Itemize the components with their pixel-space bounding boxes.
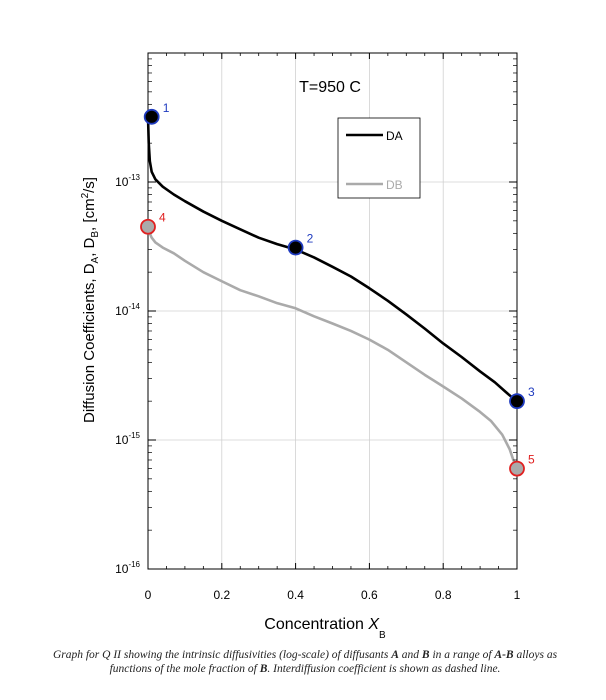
y-tick-label-exponent: -14 (128, 302, 140, 311)
grid-lines (148, 53, 517, 569)
point-marker-5 (509, 460, 525, 477)
y-tick-label-base: 10 (115, 562, 129, 576)
data-point-markers: 1 2 3 4 5 (140, 101, 535, 477)
point-label-2: 2 (307, 232, 314, 246)
y-tick-label-exponent: -13 (128, 173, 140, 182)
point-marker-4 (140, 218, 156, 235)
y-tick-label-base: 10 (115, 175, 129, 189)
x-tick-label: 1 (514, 588, 521, 602)
x-tick-label: 0.4 (287, 588, 304, 602)
y-tick-label-base: 10 (115, 433, 129, 447)
point-marker-2 (287, 239, 304, 256)
point-label-4: 4 (159, 211, 166, 225)
legend-label-db: DB (386, 178, 403, 192)
x-tick-label: 0.6 (361, 588, 378, 602)
point-label-1: 1 (163, 101, 170, 115)
chart-title: T=950 C (299, 79, 361, 96)
point-label-5: 5 (528, 453, 535, 467)
x-tick-label: 0.8 (435, 588, 452, 602)
y-tick-label-exponent: -16 (128, 560, 140, 569)
legend: DA DB (337, 117, 421, 199)
point-label-3: 3 (528, 385, 535, 399)
point-marker-3 (509, 393, 525, 410)
point-marker-1 (143, 108, 160, 125)
legend-label-da: DA (386, 129, 403, 143)
y-tick-label: 10-13 (115, 173, 140, 189)
x-tick-label: 0 (145, 588, 152, 602)
y-tick-label-exponent: -15 (128, 431, 140, 440)
series-line-da (146, 115, 519, 403)
x-tick-label: 0.2 (213, 588, 230, 602)
y-tick-label: 10-14 (115, 302, 140, 318)
series-curves (146, 115, 519, 470)
legend-box (337, 117, 421, 199)
y-axis-label-text: Diffusion Coefficients, DA, DB, [cm2/s] (80, 177, 101, 423)
y-tick-label-base: 10 (115, 304, 129, 318)
series-line-db (146, 225, 519, 470)
y-tick-label: 10-16 (115, 560, 140, 576)
figure-caption: Graph for Q II showing the intrinsic dif… (52, 649, 558, 675)
x-axis-label: Concentration XB (264, 616, 386, 640)
y-axis-label: Diffusion Coefficients, DA, DB, [cm2/s] (80, 177, 101, 423)
y-tick-label: 10-15 (115, 431, 140, 447)
